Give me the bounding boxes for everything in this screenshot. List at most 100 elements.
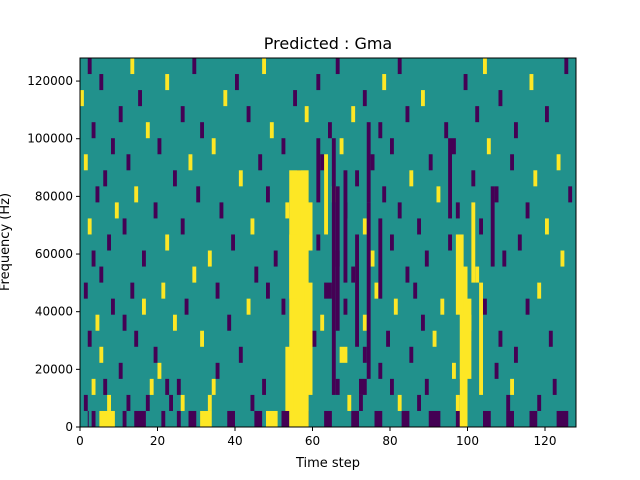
- x-tick-label: 120: [534, 434, 557, 448]
- heatmap-cell: [192, 58, 197, 75]
- heatmap-cell: [463, 74, 468, 91]
- heatmap-cell: [316, 74, 321, 91]
- heatmap-cell: [114, 202, 119, 219]
- heatmap-cell: [316, 138, 321, 203]
- heatmap-cell: [324, 154, 328, 235]
- heatmap-cell: [103, 378, 108, 395]
- heatmap-cell: [514, 122, 518, 139]
- y-axis-label: Frequency (Hz): [0, 193, 13, 291]
- heatmap-cell: [382, 186, 387, 203]
- heatmap-cell: [200, 410, 212, 427]
- heatmap-cell: [157, 138, 162, 155]
- heatmap-cell: [525, 202, 530, 219]
- heatmap-cell: [370, 250, 375, 267]
- heatmap-cell: [359, 378, 367, 395]
- heatmap-cell: [316, 234, 321, 251]
- heatmap-cell: [227, 314, 232, 331]
- heatmap-cell: [254, 266, 259, 283]
- heatmap-cell: [455, 234, 464, 315]
- heatmap-cell: [304, 106, 309, 123]
- x-tick-label: 40: [227, 434, 242, 448]
- heatmap-cell: [281, 298, 286, 315]
- heatmap-cell: [153, 202, 158, 219]
- heatmap-cell: [362, 218, 367, 235]
- heatmap-cell: [483, 58, 487, 75]
- x-tick-label: 60: [305, 434, 320, 448]
- heatmap-cell: [250, 218, 255, 235]
- heatmap-cell: [440, 298, 445, 315]
- y-tick-label: 0: [65, 420, 73, 434]
- heatmap-cell: [304, 282, 313, 395]
- heatmap-cell: [428, 410, 441, 427]
- y-tick-label: 80000: [35, 189, 73, 203]
- heatmap-cell: [355, 234, 359, 347]
- heatmap-cell: [479, 218, 483, 235]
- heatmap-cell: [455, 202, 460, 219]
- heatmap-cell: [421, 90, 425, 107]
- heatmap-cell: [180, 106, 185, 123]
- heatmap-cell: [347, 394, 352, 411]
- heatmap-cell: [378, 122, 383, 139]
- heatmap-cell: [227, 410, 235, 427]
- heatmap-cell: [335, 58, 340, 75]
- heatmap-cells: [80, 58, 573, 427]
- heatmap-cell: [421, 314, 425, 331]
- heatmap-cell: [467, 298, 472, 379]
- heatmap-cell: [258, 154, 263, 171]
- heatmap-cell: [122, 218, 127, 235]
- heatmap-cell: [142, 250, 146, 267]
- heatmap-cell: [424, 378, 429, 395]
- heatmap-cell: [142, 298, 146, 315]
- y-tick-label: 20000: [35, 362, 73, 376]
- heatmap-cell: [390, 234, 394, 251]
- heatmap-cell: [83, 282, 88, 299]
- y-tick-label: 100000: [27, 132, 73, 146]
- heatmap-cell: [99, 266, 104, 283]
- heatmap-cell: [548, 330, 553, 347]
- y-tick-label: 40000: [35, 305, 73, 319]
- heatmap-cell: [235, 74, 239, 91]
- heatmap-cell: [145, 122, 150, 139]
- heatmap-cell: [87, 58, 92, 75]
- heatmap-cell: [246, 298, 251, 315]
- heatmap-cell: [95, 186, 100, 203]
- heatmap-cell: [378, 218, 383, 299]
- heatmap-cell: [91, 122, 96, 139]
- heatmap-cell: [99, 74, 104, 91]
- heatmap-cell: [157, 362, 162, 379]
- heatmap-cell: [266, 186, 270, 203]
- heatmap-cell: [126, 394, 131, 411]
- heatmap-cell: [91, 250, 96, 267]
- x-tick-label: 20: [150, 434, 165, 448]
- heatmap-cell: [556, 154, 561, 171]
- heatmap-cell: [494, 186, 499, 203]
- heatmap-cell: [111, 298, 115, 315]
- heatmap-cell: [200, 330, 204, 347]
- heatmap-cell: [320, 154, 325, 171]
- heatmap-cell: [126, 154, 131, 171]
- heatmap-cell: [506, 394, 511, 411]
- heatmap-cell: [285, 202, 290, 219]
- heatmap-cell: [145, 394, 150, 411]
- heatmap-cell: [552, 378, 557, 395]
- heatmap-cell: [448, 138, 452, 219]
- heatmap-cell: [335, 186, 340, 331]
- heatmap-background: [80, 58, 576, 427]
- heatmap-cell: [254, 410, 263, 427]
- heatmap-cell: [180, 394, 185, 411]
- heatmap-cell: [343, 298, 348, 315]
- heatmap-cell: [436, 186, 441, 203]
- heatmap-cell: [479, 282, 483, 395]
- heatmap-cell: [188, 410, 197, 427]
- heatmap-cell: [401, 410, 410, 427]
- heatmap-cell: [374, 410, 383, 427]
- heatmap-cell: [529, 410, 538, 427]
- heatmap-cell: [545, 106, 549, 123]
- x-tick-label: 100: [456, 434, 479, 448]
- heatmap-cell: [111, 138, 115, 155]
- heatmap-cell: [409, 346, 414, 363]
- heatmap-cell: [130, 58, 135, 75]
- heatmap-cell: [130, 282, 135, 299]
- heatmap-cell: [486, 138, 491, 155]
- heatmap-cell: [452, 362, 456, 379]
